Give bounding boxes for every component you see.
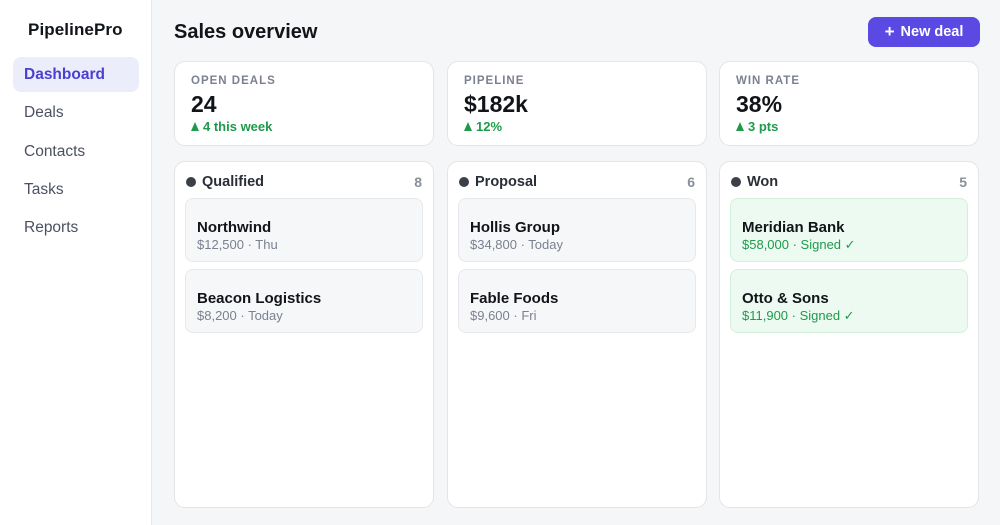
deal-name: Beacon Logistics bbox=[197, 290, 322, 307]
stage-dot-icon bbox=[459, 177, 469, 187]
deal-name: Otto & Sons bbox=[742, 290, 829, 307]
column-title: Proposal bbox=[475, 174, 538, 190]
column-title: Qualified bbox=[202, 174, 265, 190]
deal-name: Northwind bbox=[197, 219, 272, 236]
column-title: Won bbox=[747, 174, 779, 190]
stat-delta-text: 12% bbox=[476, 119, 503, 134]
stat-card-pipeline: PIPELINE $182k 12% bbox=[447, 61, 707, 146]
deal-card[interactable]: Meridian Bank $58,000 · Signed ✓ bbox=[730, 198, 968, 262]
stat-value: 38% bbox=[736, 91, 783, 117]
sidebar-item-dashboard[interactable]: Dashboard bbox=[13, 57, 139, 92]
trend-up-icon bbox=[191, 122, 199, 131]
deal-meta: $9,600 · Fri bbox=[470, 308, 537, 323]
deal-meta: $12,500 · Thu bbox=[197, 237, 278, 252]
stat-card-open-deals: OPEN DEALS 24 4 this week bbox=[174, 61, 434, 146]
pipeline-column-proposal: Proposal 6 Hollis Group $34,800 · Today … bbox=[447, 161, 707, 508]
stat-label: WIN RATE bbox=[736, 75, 801, 87]
stat-delta: 12% bbox=[464, 119, 690, 134]
deal-meta: $8,200 · Today bbox=[197, 308, 283, 323]
sidebar-nav: Dashboard Deals Contacts Tasks Reports bbox=[13, 57, 139, 248]
stat-delta: 4 this week bbox=[191, 119, 417, 134]
column-count: 6 bbox=[687, 174, 695, 190]
pipeline-column-qualified: Qualified 8 Northwind $12,500 · Thu Beac… bbox=[174, 161, 434, 508]
deal-name: Meridian Bank bbox=[742, 219, 845, 236]
pipeline-column-won: Won 5 Meridian Bank $58,000 · Signed ✓ O… bbox=[719, 161, 979, 508]
plus-icon: + bbox=[884, 22, 895, 41]
deal-card[interactable]: Fable Foods $9,600 · Fri bbox=[458, 269, 696, 333]
deal-meta: $58,000 · Signed ✓ bbox=[742, 237, 856, 252]
column-header: Qualified 8 bbox=[186, 174, 422, 190]
stat-delta-text: 4 this week bbox=[203, 119, 273, 134]
stat-label: OPEN DEALS bbox=[191, 75, 276, 87]
deal-card[interactable]: Northwind $12,500 · Thu bbox=[185, 198, 423, 262]
deal-name: Fable Foods bbox=[470, 290, 559, 307]
deal-card[interactable]: Otto & Sons $11,900 · Signed ✓ bbox=[730, 269, 968, 333]
stat-value: 24 bbox=[191, 91, 217, 117]
deal-meta: $34,800 · Today bbox=[470, 237, 563, 252]
deal-meta: $11,900 · Signed ✓ bbox=[742, 308, 855, 323]
stage-dot-icon bbox=[731, 177, 741, 187]
trend-up-icon bbox=[736, 122, 744, 131]
app-logo: PipelinePro bbox=[28, 20, 123, 39]
page-title: Sales overview bbox=[174, 21, 318, 43]
sidebar-item-deals[interactable]: Deals bbox=[24, 104, 64, 122]
new-deal-label: New deal bbox=[900, 24, 964, 40]
column-header: Won 5 bbox=[731, 174, 967, 190]
stat-label: PIPELINE bbox=[464, 75, 525, 87]
column-header: Proposal 6 bbox=[459, 174, 695, 190]
sidebar-item-tasks[interactable]: Tasks bbox=[24, 180, 64, 198]
sidebar-item-contacts[interactable]: Contacts bbox=[24, 142, 86, 160]
new-deal-button[interactable]: + New deal bbox=[868, 17, 980, 47]
deal-card[interactable]: Hollis Group $34,800 · Today bbox=[458, 198, 696, 262]
trend-up-icon bbox=[464, 122, 472, 131]
sidebar: PipelinePro Dashboard Deals Contacts Tas… bbox=[0, 0, 152, 525]
sidebar-item-reports[interactable]: Reports bbox=[24, 219, 79, 237]
column-count: 5 bbox=[959, 174, 967, 190]
stat-card-win-rate: WIN RATE 38% 3 pts bbox=[719, 61, 979, 146]
column-count: 8 bbox=[414, 174, 422, 190]
stat-delta: 3 pts bbox=[736, 119, 962, 134]
stage-dot-icon bbox=[186, 177, 196, 187]
deal-card[interactable]: Beacon Logistics $8,200 · Today bbox=[185, 269, 423, 333]
deal-name: Hollis Group bbox=[470, 219, 560, 236]
stat-delta-text: 3 pts bbox=[748, 119, 779, 134]
stat-value: $182k bbox=[464, 91, 528, 117]
